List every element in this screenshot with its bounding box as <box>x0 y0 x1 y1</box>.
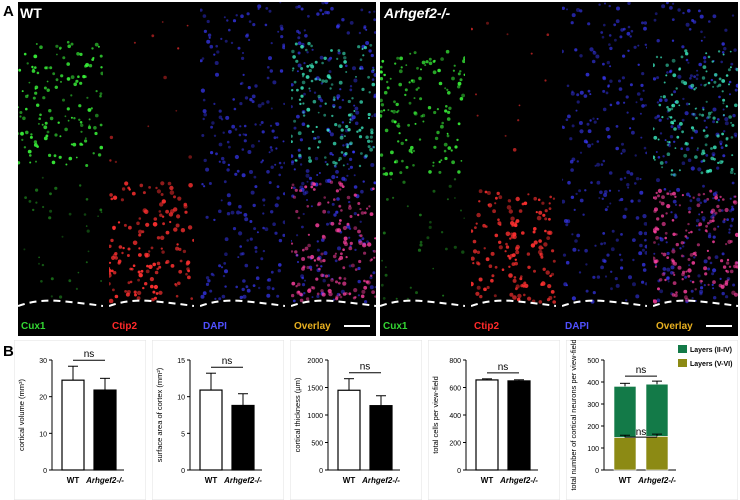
bar-segment-ii-iv <box>645 383 669 437</box>
significance-label: ns <box>84 349 95 360</box>
chart-neurons-stacked: 0 100 200 300 400 500 total number of cortical… <box>566 340 738 500</box>
x-tick-label: Arhgef2-/- <box>85 476 124 485</box>
bar-arhgef2 <box>507 380 531 471</box>
panel-b-label: B <box>3 343 14 360</box>
y-tick-label: 300 <box>587 402 599 409</box>
channel-label-overlay: Overlay <box>656 321 693 332</box>
fluorescence-image <box>653 2 738 307</box>
y-axis-label: total cells per view-field <box>431 376 440 454</box>
x-tick-label: WT <box>481 476 494 485</box>
group-title-arhgef2: Arhgef2-/- <box>384 5 451 21</box>
tile-ko-overlay: Overlay <box>653 2 738 336</box>
significance-label: ns <box>360 362 371 373</box>
x-tick-label: WT <box>343 476 356 485</box>
bar-wt <box>61 379 85 471</box>
x-tick-label: Arhgef2-/- <box>637 476 676 485</box>
chart-total-cells: 0 200 400 600 800 total cells per view-field W… <box>428 340 560 500</box>
y-tick-label: 500 <box>311 441 323 448</box>
channel-label-overlay: Overlay <box>294 321 331 332</box>
significance-label: ns <box>636 365 647 376</box>
y-tick-label: 600 <box>449 386 461 393</box>
y-tick-label: 0 <box>319 468 323 475</box>
chart-cortical-thickness: 0 500 1000 1500 2000 cortical thickness (µm) W… <box>290 340 422 500</box>
channel-label-ctip2: Ctip2 <box>112 321 137 332</box>
y-tick-label: 400 <box>587 380 599 387</box>
channel-label-dapi: DAPI <box>565 321 589 332</box>
y-tick-label: 500 <box>587 358 599 365</box>
legend-label: Layers (V-VI) <box>690 361 732 368</box>
fluorescence-image <box>291 2 376 307</box>
channel-label-cux1: Cux1 <box>21 321 46 332</box>
y-axis-label: surface area of cortex (mm²) <box>155 367 164 462</box>
chart-cortical-volume: 0 10 20 30 cortical volume (mm³) WT Arhgef2-/-… <box>14 340 146 500</box>
y-tick-label: 1500 <box>307 386 323 393</box>
fluorescence-image <box>380 49 465 307</box>
panel-a-label: A <box>3 3 14 20</box>
bar-segment-v-vi <box>645 436 669 471</box>
y-axis-label: cortical thickness (µm) <box>293 377 302 452</box>
chart-surface-area: 0 5 10 15 surface area of cortex (mm²) WT Arhg… <box>152 340 284 500</box>
fluorescence-image <box>109 21 194 307</box>
legend-label: Layers (II-IV) <box>690 347 732 354</box>
tile-ko-ctip2: Ctip2 <box>471 2 556 336</box>
y-tick-label: 0 <box>181 468 185 475</box>
tile-wt-cux1: Cux1 <box>18 2 103 336</box>
y-tick-label: 20 <box>39 395 47 402</box>
y-tick-label: 0 <box>595 468 599 475</box>
tile-wt-overlay: Overlay <box>291 2 376 336</box>
bar-arhgef2 <box>93 389 117 471</box>
bar-segment-ii-iv <box>613 386 637 438</box>
x-tick-label: Arhgef2-/- <box>499 476 538 485</box>
bar-arhgef2 <box>231 404 255 471</box>
scale-bar <box>706 325 732 327</box>
tile-wt-ctip2: Ctip2 <box>109 2 194 336</box>
y-tick-label: 2000 <box>307 358 323 365</box>
significance-label: ns <box>498 362 509 373</box>
tile-ko-dapi: DAPI <box>562 2 647 336</box>
group-title-wt: WT <box>20 5 42 21</box>
micrograph-group-arhgef2: Arhgef2-/- Cux1 Ctip2 DAPI Overlay <box>380 2 738 336</box>
x-tick-label: WT <box>67 476 80 485</box>
bar-wt <box>337 389 361 471</box>
fluorescence-image <box>18 40 103 307</box>
legend-swatch <box>678 359 687 367</box>
scale-bar <box>344 325 370 327</box>
significance-label: ns <box>636 427 647 438</box>
y-tick-label: 100 <box>587 446 599 453</box>
tile-ko-cux1: Cux1 <box>380 2 465 336</box>
y-tick-label: 800 <box>449 358 461 365</box>
fluorescence-image <box>200 2 285 307</box>
y-tick-label: 200 <box>449 441 461 448</box>
y-tick-label: 10 <box>39 431 47 438</box>
bar-wt <box>199 389 223 471</box>
x-tick-label: Arhgef2-/- <box>361 476 400 485</box>
y-tick-label: 5 <box>181 431 185 438</box>
x-tick-label: WT <box>205 476 218 485</box>
y-tick-label: 30 <box>39 358 47 365</box>
charts-row: 0 10 20 30 cortical volume (mm³) WT Arhgef2-/-… <box>0 340 740 500</box>
y-axis-label: total number of cortical neurons per vie… <box>569 340 578 491</box>
legend-swatch <box>678 345 687 353</box>
x-tick-label: Arhgef2-/- <box>223 476 262 485</box>
bar-segment-v-vi <box>613 437 637 471</box>
channel-label-ctip2: Ctip2 <box>474 321 499 332</box>
y-tick-label: 10 <box>177 395 185 402</box>
significance-label: ns <box>222 356 233 367</box>
channel-label-dapi: DAPI <box>203 321 227 332</box>
y-tick-label: 0 <box>457 468 461 475</box>
tile-wt-dapi: DAPI <box>200 2 285 336</box>
fluorescence-image <box>562 2 647 307</box>
y-tick-label: 15 <box>177 358 185 365</box>
y-tick-label: 1000 <box>307 413 323 420</box>
y-axis-label: cortical volume (mm³) <box>17 378 26 451</box>
bar-arhgef2 <box>369 405 393 471</box>
micrograph-group-wt: WT Cux1 Ctip2 DAPI Overlay <box>18 2 376 336</box>
fluorescence-image <box>471 21 556 307</box>
x-tick-label: WT <box>619 476 632 485</box>
y-tick-label: 400 <box>449 413 461 420</box>
y-tick-label: 200 <box>587 424 599 431</box>
channel-label-cux1: Cux1 <box>383 321 408 332</box>
y-tick-label: 0 <box>43 468 47 475</box>
bar-wt <box>475 379 499 471</box>
